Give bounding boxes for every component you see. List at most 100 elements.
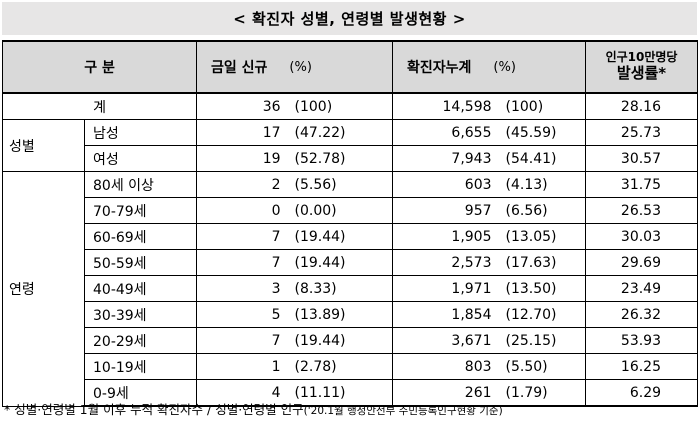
total-new-pct: (100): [284, 92, 394, 120]
row-rate: 26.53: [585, 197, 699, 224]
header-category: 구 분: [1, 40, 198, 94]
row-new-pct: (8.33): [284, 275, 394, 302]
row-rate: 53.93: [585, 327, 699, 354]
table-row: 40-49세 3 (8.33) 1,971 (13.50) 23.49: [3, 275, 699, 302]
header-rate-line2: 발생률*: [616, 64, 667, 83]
total-cum: 14,598: [392, 92, 496, 120]
row-cum: 603: [392, 171, 496, 198]
stats-table: 구 분 금일 신규 (%) 확진자누계 (%) 인구10만명당 발생률* 계: [1, 40, 699, 407]
row-label: 남성: [83, 119, 198, 146]
row-new-pct: (19.44): [284, 249, 394, 276]
row-cum-pct: (13.50): [495, 275, 587, 302]
row-cum-pct: (17.63): [495, 249, 587, 276]
table-row: 60-69세 7 (19.44) 1,905 (13.05) 30.03: [3, 223, 699, 250]
row-cum: 2,573: [392, 249, 496, 276]
header-cum-pct: (%): [493, 59, 516, 75]
row-label: 0-9세: [83, 379, 198, 407]
row-new-pct: (0.00): [284, 197, 394, 224]
row-new: 5: [196, 301, 285, 328]
header-cumulative: 확진자누계 (%): [392, 40, 587, 94]
row-new: 1: [196, 353, 285, 380]
row-new: 7: [196, 249, 285, 276]
table-header-row: 구 분 금일 신규 (%) 확진자누계 (%) 인구10만명당 발생률*: [1, 40, 699, 94]
row-new: 19: [196, 145, 285, 172]
row-cum-pct: (4.13): [495, 171, 587, 198]
row-new-pct: (52.78): [284, 145, 394, 172]
row-new: 3: [196, 275, 285, 302]
row-cum-pct: (12.70): [495, 301, 587, 328]
total-rate: 28.16: [585, 92, 699, 120]
gender-group-label: 성별: [2, 119, 85, 172]
header-new-pct: (%): [289, 59, 312, 75]
row-new-pct: (13.89): [284, 301, 394, 328]
footnote: * 성별·연령별 1월 이후 누적 확진자수 / 성별·연령별 인구('20.1…: [4, 399, 503, 418]
row-rate: 26.32: [585, 301, 699, 328]
row-cum-pct: (6.56): [495, 197, 587, 224]
row-rate: 29.69: [585, 249, 699, 276]
table-row: 성별 남성 17 (47.22) 6,655 (45.59) 25.73: [2, 119, 699, 172]
footnote-source: ('20.1월 행정안전부 주민등록인구현황 기준): [303, 405, 503, 417]
row-cum-pct: (5.50): [495, 353, 587, 380]
row-rate: 6.29: [585, 379, 699, 407]
row-label: 20-29세: [83, 327, 198, 354]
row-rate: 30.57: [585, 145, 699, 172]
row-rate: 25.73: [585, 119, 699, 146]
row-new: 17: [196, 119, 285, 146]
row-cum-pct: (1.79): [495, 379, 587, 407]
row-label: 10-19세: [83, 353, 198, 380]
header-rate: 인구10만명당 발생률*: [585, 40, 699, 94]
row-new-pct: (11.11): [284, 379, 394, 407]
row-cum: 1,854: [392, 301, 496, 328]
row-cum-pct: (45.59): [495, 119, 587, 146]
total-new: 36: [196, 92, 285, 120]
header-new-cases: 금일 신규 (%): [196, 40, 394, 94]
row-label: 30-39세: [83, 301, 198, 328]
table-row: 20-29세 7 (19.44) 3,671 (25.15) 53.93: [3, 327, 699, 354]
table-row: 50-59세 7 (19.44) 2,573 (17.63) 29.69: [3, 249, 699, 276]
row-cum: 3,671: [392, 327, 496, 354]
row-cum: 6,655: [392, 119, 496, 146]
total-cum-pct: (100): [495, 92, 587, 120]
row-cum: 261: [392, 379, 496, 407]
row-new-pct: (47.22): [284, 119, 394, 146]
row-label: 50-59세: [83, 249, 198, 276]
header-cumulative-label: 확진자누계: [407, 60, 472, 76]
table-row: 70-79세 0 (0.00) 957 (6.56) 26.53: [3, 197, 699, 224]
row-new-pct: (19.44): [284, 223, 394, 250]
table-row: 여성 19 (52.78) 7,943 (54.41) 30.57: [3, 145, 699, 172]
row-new-pct: (19.44): [284, 327, 394, 354]
row-label: 70-79세: [83, 197, 198, 224]
row-rate: 23.49: [585, 275, 699, 302]
table-row: 0-9세 4 (11.11) 261 (1.79) 6.29: [3, 379, 699, 407]
row-cum: 1,905: [392, 223, 496, 250]
table-row: 연령 80세 이상 2 (5.56) 603 (4.13) 31.75: [2, 171, 699, 407]
row-new-pct: (5.56): [284, 171, 394, 198]
row-new: 7: [196, 223, 285, 250]
table-title: < 확진자 성별, 연령별 발생현황 >: [2, 2, 697, 35]
row-rate: 16.25: [585, 353, 699, 380]
age-group-label: 연령: [2, 171, 85, 407]
table-row: 30-39세 5 (13.89) 1,854 (12.70) 26.32: [3, 301, 699, 328]
row-cum: 1,971: [392, 275, 496, 302]
row-cum: 7,943: [392, 145, 496, 172]
row-new: 0: [196, 197, 285, 224]
header-rate-line1: 인구10만명당: [605, 50, 678, 65]
row-rate: 31.75: [585, 171, 699, 198]
row-new: 4: [196, 379, 285, 407]
total-row: 계 36 (100) 14,598 (100) 28.16: [1, 92, 699, 120]
row-cum: 803: [392, 353, 496, 380]
row-cum-pct: (54.41): [495, 145, 587, 172]
row-new-pct: (2.78): [284, 353, 394, 380]
row-label: 60-69세: [83, 223, 198, 250]
row-new: 2: [196, 171, 285, 198]
row-label: 40-49세: [83, 275, 198, 302]
row-label: 여성: [83, 145, 198, 172]
row-new: 7: [196, 327, 285, 354]
footnote-main: * 성별·연령별 1월 이후 누적 확진자수 / 성별·연령별 인구: [4, 402, 304, 417]
row-label: 80세 이상: [83, 171, 198, 198]
row-cum-pct: (25.15): [495, 327, 587, 354]
row-rate: 30.03: [585, 223, 699, 250]
row-cum-pct: (13.05): [495, 223, 587, 250]
table-row: 10-19세 1 (2.78) 803 (5.50) 16.25: [3, 353, 699, 380]
row-cum: 957: [392, 197, 496, 224]
